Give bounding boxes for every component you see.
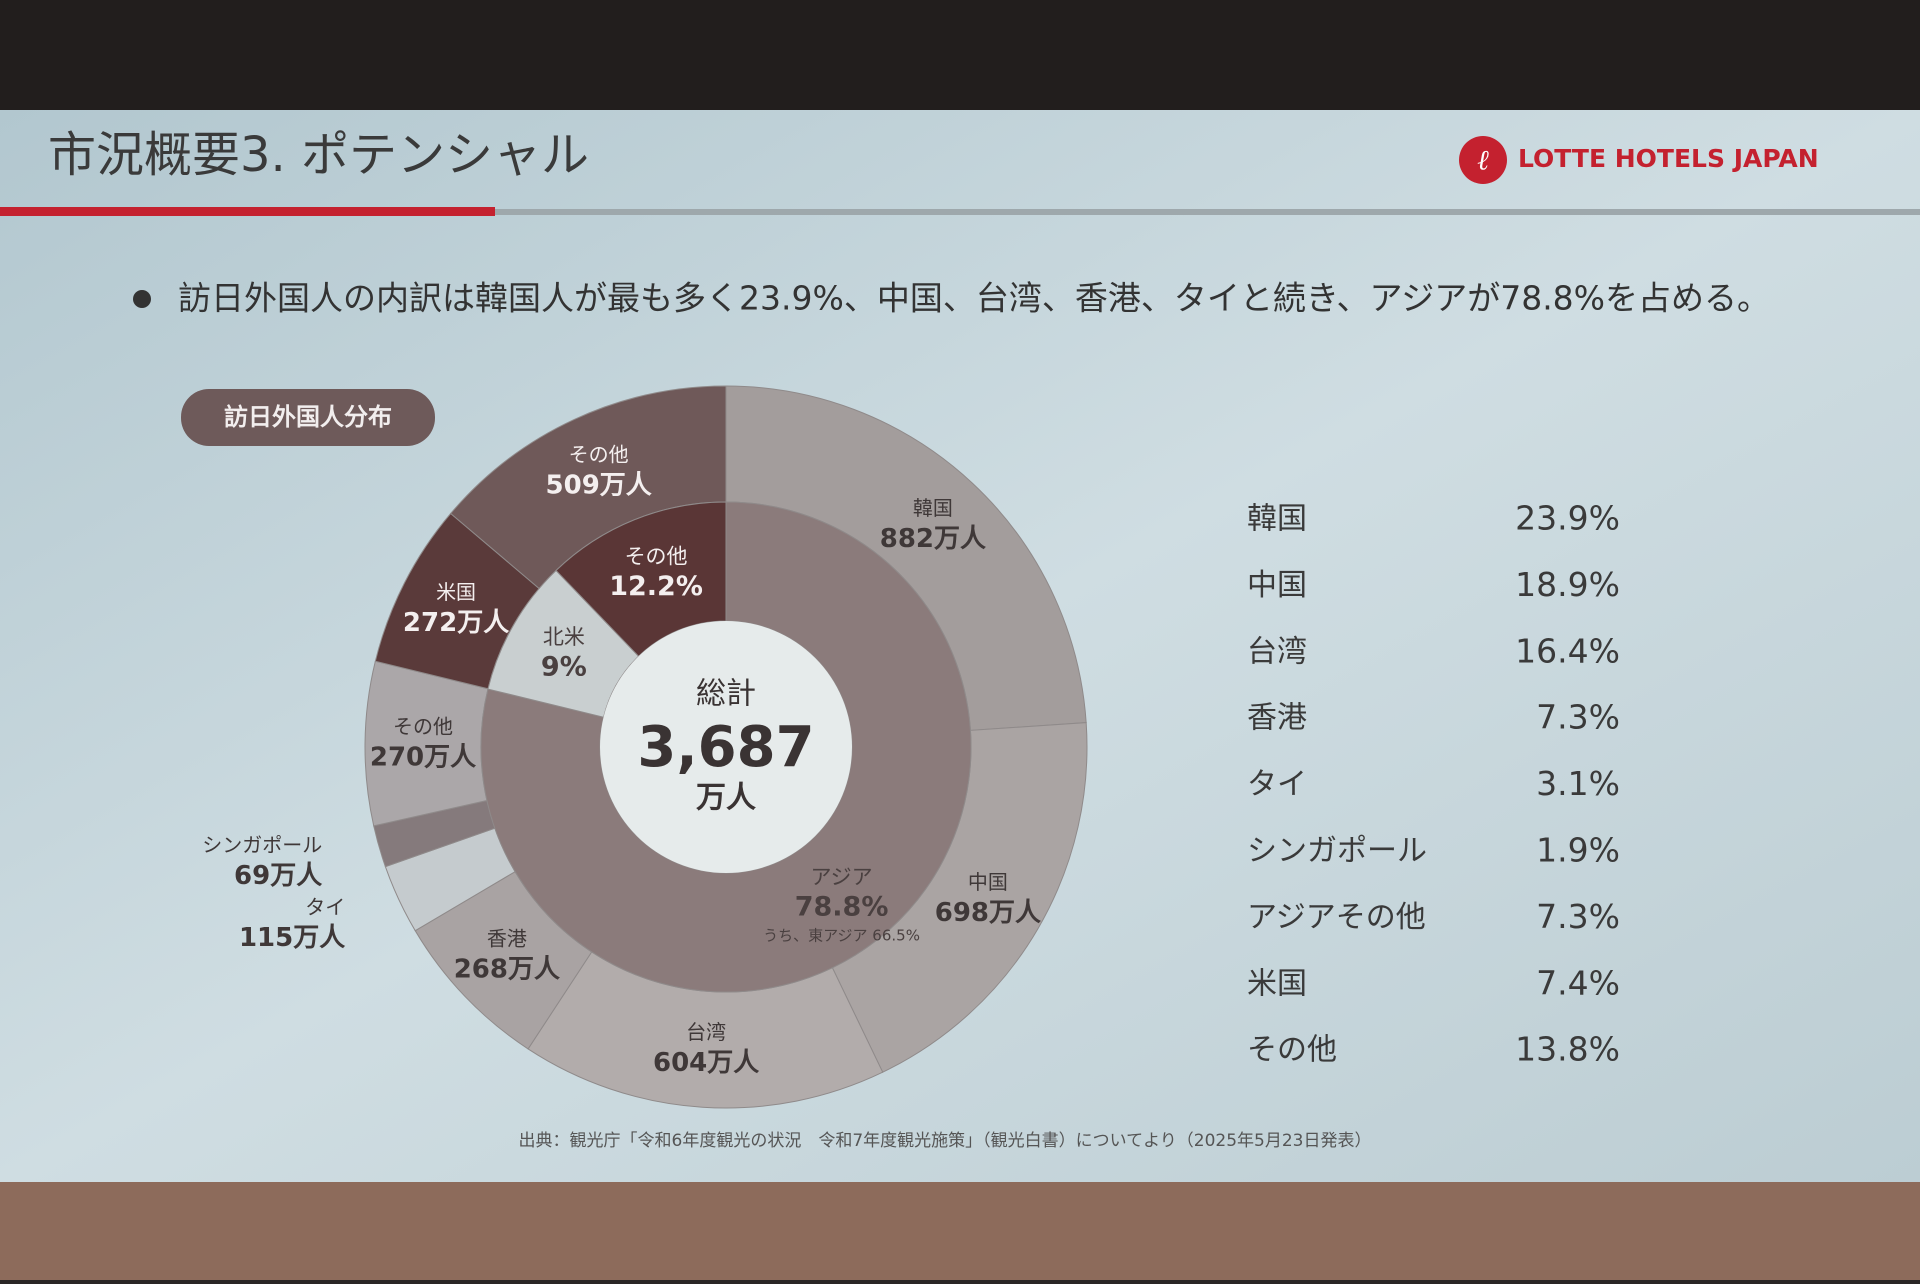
slide-title: 市況概要3. ポテンシャル <box>48 127 589 183</box>
title-rule-red <box>0 207 495 216</box>
table-name: タイ <box>1247 767 1307 802</box>
table-name: その他 <box>1247 1033 1337 1068</box>
outer-value-label: 69万人 <box>234 861 322 891</box>
bullet-dot <box>133 290 151 308</box>
inner-label: 北米 <box>543 625 585 649</box>
outer-label: その他 <box>393 715 453 739</box>
outer-label: シンガポール <box>202 833 322 857</box>
center-total: 3,687 <box>637 715 814 780</box>
table-name: 米国 <box>1247 966 1307 1001</box>
table-name: 中国 <box>1247 568 1307 603</box>
table-value: 18.9% <box>1515 565 1620 604</box>
table-value: 7.4% <box>1536 963 1620 1002</box>
logo-letter: ℓ <box>1477 144 1489 177</box>
center-label: 総計 <box>696 677 756 712</box>
inner-value-label: 78.8% <box>795 892 889 923</box>
outer-label: 韓国 <box>913 496 953 520</box>
outer-label: 台湾 <box>686 1020 726 1044</box>
outer-value-label: 272万人 <box>403 608 509 638</box>
outer-value-label: 509万人 <box>546 471 652 501</box>
outer-label: 中国 <box>968 870 1008 894</box>
source: 出典：観光庁「令和6年度観光の状況 令和7年度観光施策」（観光白書）についてより… <box>519 1131 1372 1151</box>
outer-value-label: 604万人 <box>653 1048 759 1078</box>
inner-note: うち、東アジア 66.5% <box>763 927 920 945</box>
outer-value-label: 268万人 <box>454 955 560 985</box>
outer-label: タイ <box>305 895 345 919</box>
logo-mark <box>1459 136 1507 184</box>
outer-label: 米国 <box>436 580 476 604</box>
inner-value-label: 9% <box>541 651 587 682</box>
center-disc <box>600 621 852 873</box>
table-name: 香港 <box>1247 701 1307 736</box>
table-value: 3.1% <box>1536 764 1620 803</box>
top-band <box>0 0 1920 110</box>
inner-value-label: 12.2% <box>609 571 703 602</box>
outer-value-label: 698万人 <box>935 898 1041 928</box>
center-unit: 万人 <box>696 781 756 816</box>
table-value: 1.9% <box>1536 831 1620 870</box>
table-value: 16.4% <box>1515 631 1620 670</box>
table-name: シンガポール <box>1247 834 1427 869</box>
outer-value-label: 882万人 <box>880 524 986 554</box>
inner-label: その他 <box>625 545 688 569</box>
logo-text: LOTTE HOTELS JAPAN <box>1518 144 1819 173</box>
title-rule-gray <box>495 209 1920 215</box>
table-name: 台湾 <box>1247 634 1307 669</box>
outer-label: 香港 <box>487 927 527 951</box>
table-value: 7.3% <box>1536 698 1620 737</box>
table-name: アジアその他 <box>1247 900 1426 935</box>
table-value: 23.9% <box>1515 499 1620 538</box>
chart-title: 訪日外国人分布 <box>224 403 392 431</box>
bullet-text: 訪日外国人の内訳は韓国人が最も多く23.9%、中国、台湾、香港、タイと続き、アジ… <box>178 279 1770 318</box>
outer-label: その他 <box>569 443 629 467</box>
chart-pill <box>181 389 435 446</box>
bottom-band <box>0 1182 1920 1280</box>
inner-label: アジア <box>810 865 872 889</box>
table-value: 13.8% <box>1515 1030 1620 1069</box>
outer-value-label: 115万人 <box>239 923 345 953</box>
outer-value-label: 270万人 <box>370 743 476 773</box>
table-name: 韓国 <box>1247 502 1307 537</box>
table-value: 7.3% <box>1536 897 1620 936</box>
